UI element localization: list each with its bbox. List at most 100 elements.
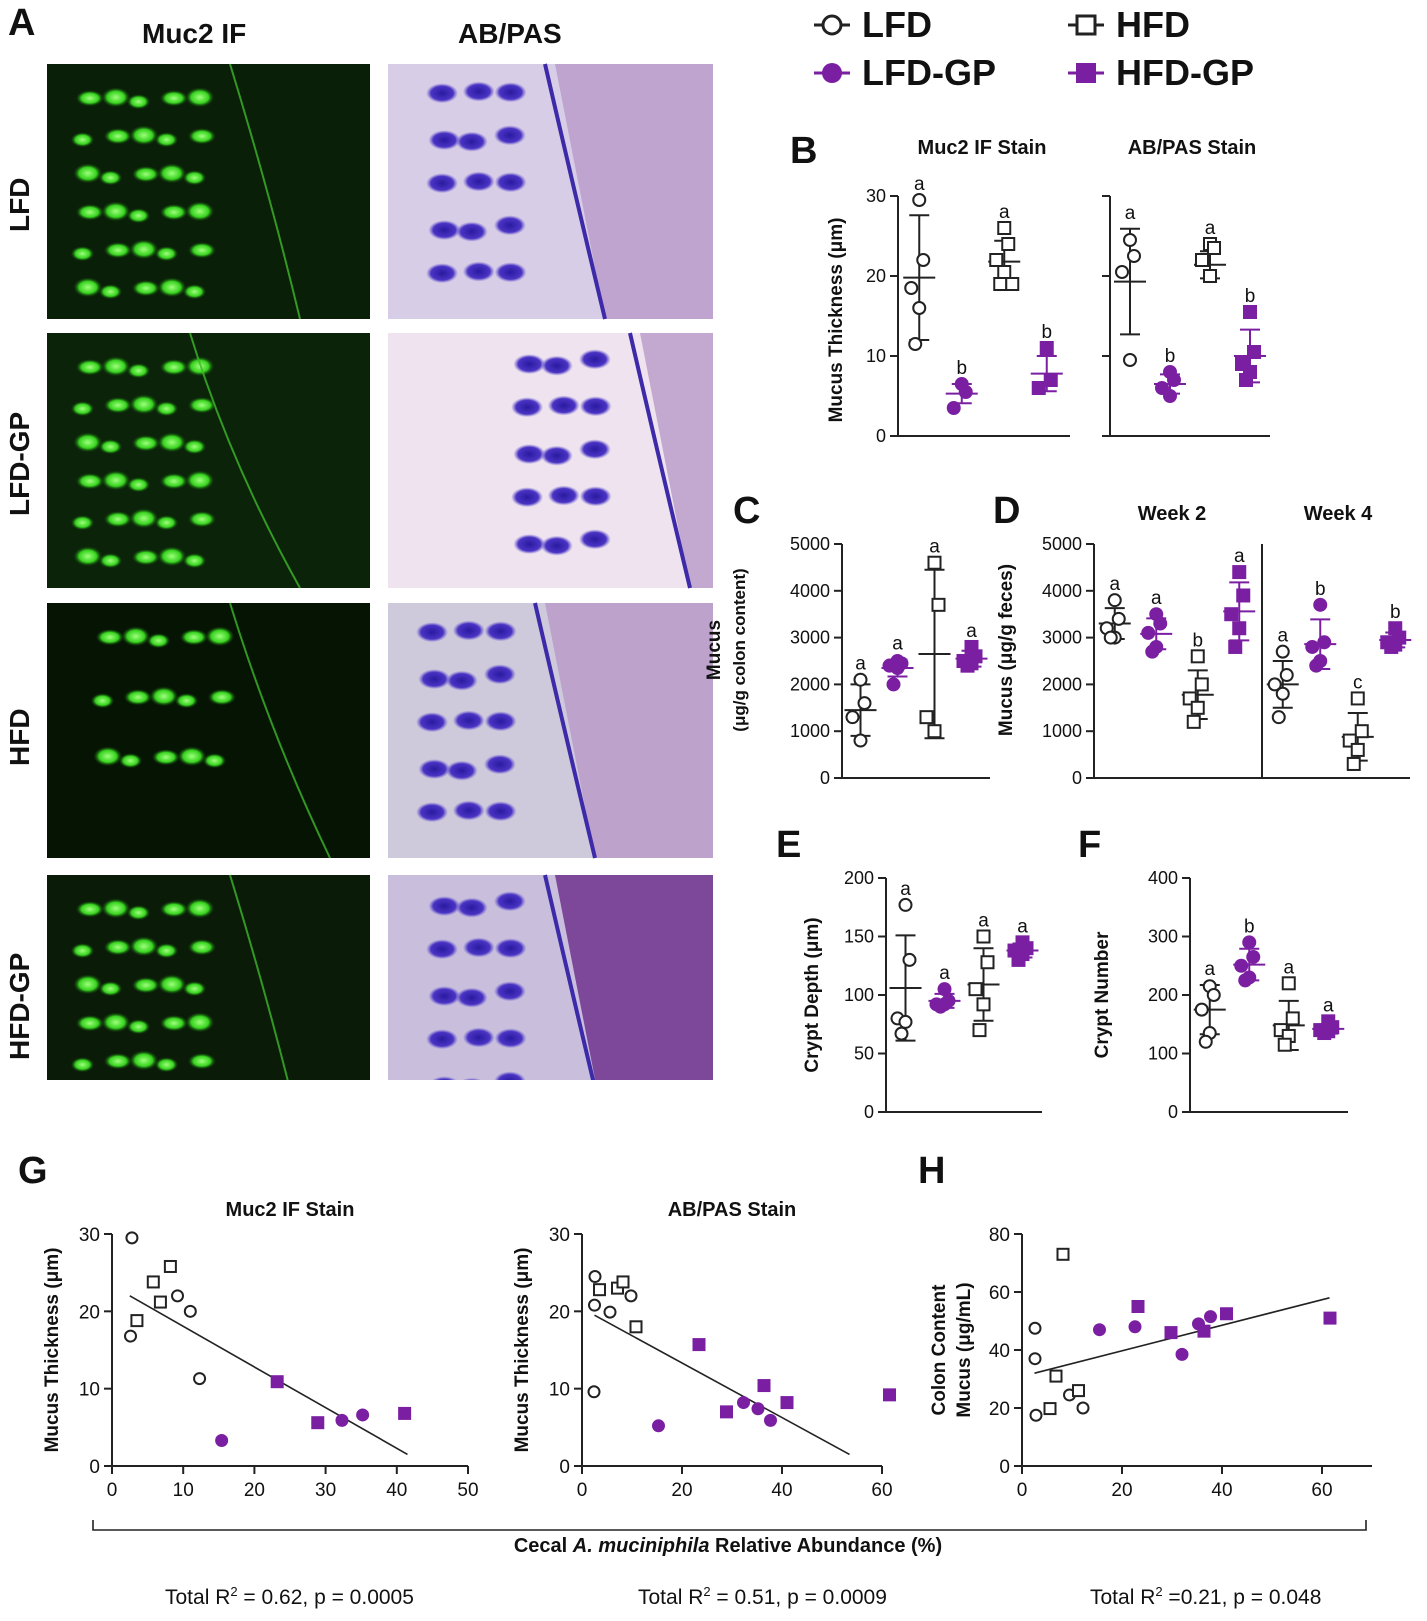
pas-goblet-crypt	[418, 759, 451, 780]
chart-d-week2-point	[1228, 639, 1243, 654]
pas-mucus-layer	[533, 602, 597, 859]
chart-h-point	[1164, 1326, 1178, 1340]
chart-b-pas-point	[1235, 357, 1249, 371]
pas-goblet-crypt	[462, 1027, 495, 1048]
if-goblet-cell	[126, 363, 151, 379]
pas-goblet-crypt	[426, 1029, 459, 1050]
pas-goblet-crypt	[494, 938, 527, 959]
if-goblet-cell	[207, 688, 237, 706]
chart-f-point	[1281, 1028, 1296, 1043]
chart-f-point	[1246, 949, 1261, 964]
chart-g-abpas-point	[587, 1385, 601, 1399]
if-goblet-cell	[185, 201, 215, 222]
if-goblet-cell	[126, 1019, 151, 1035]
pas-lumen-content	[640, 333, 713, 588]
chart-d-y-tick-label: 4000	[1042, 581, 1082, 601]
chart-c-point	[968, 649, 983, 664]
if-goblet-cell	[157, 974, 187, 995]
if-goblet-cell	[73, 432, 103, 453]
if-goblet-cell	[187, 510, 217, 528]
chart-b-if-point	[912, 301, 927, 315]
chart-g-abpas-point	[588, 1270, 602, 1284]
chart-e-point	[1011, 952, 1026, 967]
if-goblet-cell	[70, 1057, 95, 1073]
chart-b-if-sig-letter: b	[1041, 322, 1052, 343]
panel-letter-b: B	[790, 130, 818, 172]
chart-h: 0 20 40 60 80 0 20 40 60 Colon Content Mucus (μg/m…	[929, 1225, 1372, 1501]
chart-b-if-title: Muc2 IF Stain	[918, 137, 1047, 159]
chart-g-muc2-point	[215, 1433, 229, 1447]
chart-d-week2-point	[1194, 677, 1209, 692]
if-goblet-cell	[93, 746, 123, 767]
if-goblet-cell	[126, 208, 151, 224]
chart-e-point	[1019, 941, 1034, 956]
chart-d-week4-point	[1350, 691, 1365, 706]
if-goblet-cell	[154, 132, 179, 148]
chart-d-y-tick-label: 1000	[1042, 721, 1082, 741]
pas-goblet-crypt	[540, 355, 573, 376]
if-goblet-cell	[90, 693, 115, 709]
chart-f-point	[1202, 1026, 1217, 1041]
stat-h: Total R2 =0.21, p = 0.048	[1090, 1584, 1322, 1609]
chart-g-abpas-y-tick-label: 20	[549, 1302, 570, 1323]
chart-d-week2-point	[1190, 700, 1205, 715]
chart-c-point	[956, 654, 971, 668]
if-goblet-cell	[103, 396, 133, 414]
pas-goblet-crypt	[483, 754, 516, 775]
chart-f-y-tick-label: 0	[1168, 1102, 1178, 1122]
chart-h-fit-line	[1034, 1297, 1330, 1374]
panel-letter-g: G	[18, 1150, 48, 1192]
chart-d-week2-point	[1103, 630, 1118, 645]
chart-g-muc2-point	[153, 1295, 167, 1309]
chart-e-sig-letter: a	[978, 911, 989, 932]
chart-g-muc2-fit-line	[129, 1295, 408, 1456]
chart-c-point	[882, 658, 897, 673]
open-circle-icon	[814, 14, 850, 36]
pas-lumen-content	[555, 875, 713, 1080]
chart-b-pas-point	[1115, 265, 1129, 279]
chart-f-point	[1242, 935, 1257, 950]
chart-e-point	[937, 997, 952, 1012]
chart-c-point	[919, 710, 934, 725]
chart-g-abpas-point	[624, 1289, 638, 1303]
chart-h-x-tick-label: 0	[1017, 1480, 1028, 1501]
if-goblet-cell	[70, 132, 95, 148]
chart-c-point	[894, 656, 909, 671]
chart-h-y-tick-label: 0	[999, 1457, 1010, 1478]
if-goblet-cell	[98, 284, 123, 300]
pas-goblet-crypt	[428, 986, 461, 1007]
chart-e-point	[1007, 943, 1022, 958]
if-goblet-cell	[73, 163, 103, 184]
pas-goblet-crypt	[428, 130, 461, 151]
chart-c-ylabel2: (μg/g colon content)	[730, 568, 749, 731]
chart-f-point	[1277, 1037, 1292, 1052]
if-goblet-cell	[121, 626, 151, 647]
chart-b-if-point	[908, 337, 923, 351]
if-lfd-gp-image	[47, 333, 370, 588]
chart-b-pas-point	[1243, 305, 1257, 319]
chart-b-pas-point	[1203, 269, 1217, 283]
chart-g-abpas: 0 10 20 30 0 20 40 60 AB/PAS Stain Mucus Thicknes…	[512, 1199, 896, 1501]
chart-g-muc2-point	[146, 1275, 160, 1289]
pas-goblet-crypt	[426, 939, 459, 960]
chart-f-point	[1206, 988, 1221, 1002]
chart-c-y-tick-label: 1000	[790, 721, 830, 741]
chart-c-point	[853, 672, 868, 687]
panel-letter-f: F	[1078, 824, 1102, 866]
chart-b-pas-point	[1203, 237, 1217, 251]
if-goblet-cell	[126, 477, 151, 493]
if-goblet-cell	[73, 277, 103, 298]
chart-b-if-sig-letter: b	[956, 358, 967, 379]
pas-mucus-layer	[543, 63, 607, 320]
if-goblet-cell	[129, 508, 159, 529]
if-goblet-cell	[73, 974, 103, 995]
chart-g-muc2-point	[171, 1289, 185, 1303]
chart-d-week4-sig-letter: b	[1390, 602, 1401, 623]
if-goblet-cell	[98, 170, 123, 186]
if-goblet-cell	[187, 396, 217, 414]
chart-g-muc2-point	[335, 1413, 349, 1427]
chart-e-y-tick-label: 150	[844, 927, 874, 947]
chart-g-abpas-point	[883, 1388, 896, 1402]
stat-g1: Total R2 = 0.62, p = 0.0005	[165, 1584, 414, 1609]
panel-letter-a: A	[8, 2, 36, 44]
